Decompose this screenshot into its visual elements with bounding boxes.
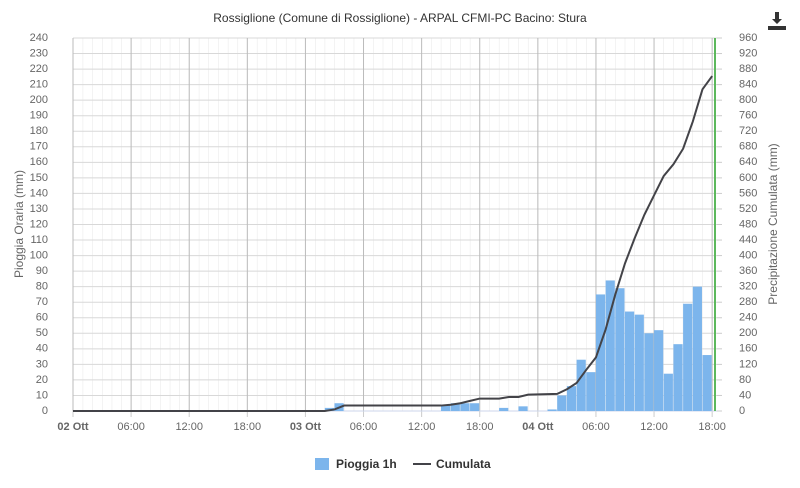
- legend-item: Cumulata: [413, 457, 491, 471]
- y-tick-label: 220: [30, 63, 48, 75]
- y2-tick-label: 440: [739, 234, 757, 246]
- y2-tick-label: 480: [739, 218, 757, 230]
- bar: [441, 404, 451, 411]
- y2-tick-label: 880: [739, 63, 757, 75]
- y2-tick-label: 720: [739, 125, 757, 137]
- x-tick-label: 06:00: [582, 421, 610, 433]
- y2-tick-label: 240: [739, 312, 757, 324]
- bar: [605, 280, 615, 411]
- bar: [702, 355, 712, 411]
- legend-label: Cumulata: [436, 457, 491, 471]
- y-tick-label: 0: [42, 405, 48, 417]
- x-tick-label: 04 Ott: [522, 421, 554, 433]
- legend-label: Pioggia 1h: [336, 457, 397, 471]
- y2-tick-label: 960: [739, 32, 757, 44]
- y2-tick-label: 640: [739, 156, 757, 168]
- y-tick-label: 40: [36, 343, 48, 355]
- bar: [644, 333, 654, 411]
- bar: [692, 286, 702, 411]
- bar: [673, 344, 683, 411]
- y2-tick-label: 840: [739, 79, 757, 91]
- x-tick-label: 12:00: [408, 421, 436, 433]
- bar: [625, 311, 635, 411]
- bar: [566, 386, 577, 411]
- y-tick-label: 50: [36, 327, 48, 339]
- y-tick-label: 180: [30, 125, 48, 137]
- y2-tick-label: 280: [739, 296, 757, 308]
- x-tick-label: 02 Ott: [57, 421, 89, 433]
- x-tick-label: 18:00: [234, 421, 262, 433]
- bar: [683, 303, 693, 411]
- y-tick-label: 80: [36, 281, 48, 293]
- y2-tick-label: 160: [739, 343, 757, 355]
- y2-tick-label: 600: [739, 172, 757, 184]
- x-tick-label: 18:00: [698, 421, 726, 433]
- download-button[interactable]: [766, 10, 788, 32]
- bar: [460, 403, 470, 411]
- x-tick-label: 06:00: [117, 421, 145, 433]
- y-tick-label: 30: [36, 358, 48, 370]
- y-tick-label: 10: [36, 389, 48, 401]
- y-tick-label: 160: [30, 156, 48, 168]
- y2-tick-label: 80: [739, 374, 751, 386]
- y-tick-label: 150: [30, 172, 48, 184]
- y-tick-label: 190: [30, 110, 48, 122]
- chart-title: Rossiglione (Comune di Rossiglione) - AR…: [213, 11, 587, 25]
- y-tick-label: 210: [30, 79, 48, 91]
- x-tick-label: 12:00: [640, 421, 668, 433]
- y2-axis-title: Precipitazione Cumulata (mm): [766, 143, 780, 304]
- y-tick-label: 140: [30, 187, 48, 199]
- y-tick-label: 170: [30, 141, 48, 153]
- y-tick-label: 60: [36, 312, 48, 324]
- y2-tick-label: 920: [739, 47, 757, 59]
- y-tick-label: 130: [30, 203, 48, 215]
- bar: [586, 372, 596, 411]
- bar: [634, 314, 644, 411]
- y2-tick-label: 560: [739, 187, 757, 199]
- y2-tick-label: 120: [739, 358, 757, 370]
- y-tick-label: 200: [30, 94, 48, 106]
- bar: [654, 330, 664, 411]
- y-tick-label: 120: [30, 218, 48, 230]
- y2-tick-label: 400: [739, 249, 757, 261]
- y2-tick-label: 800: [739, 94, 757, 106]
- line: [73, 75, 713, 412]
- bar: [557, 395, 567, 411]
- y2-tick-label: 40: [739, 389, 751, 401]
- bar: [595, 294, 606, 411]
- y2-tick-label: 680: [739, 141, 757, 153]
- y2-tick-label: 760: [739, 110, 757, 122]
- bar: [615, 288, 625, 411]
- bar: [663, 373, 673, 411]
- y-axis-title: Pioggia Oraria (mm): [12, 170, 26, 278]
- y2-tick-label: 320: [739, 281, 757, 293]
- bar: [547, 409, 557, 411]
- y2-tick-label: 200: [739, 327, 757, 339]
- y2-tick-label: 520: [739, 203, 757, 215]
- y-tick-label: 100: [30, 249, 48, 261]
- x-tick-label: 12:00: [175, 421, 203, 433]
- bar: [576, 359, 586, 411]
- bar: [518, 406, 528, 411]
- bar: [470, 403, 480, 411]
- y-tick-label: 240: [30, 32, 48, 44]
- bar: [499, 407, 509, 411]
- bar: [450, 403, 460, 411]
- legend-item: Pioggia 1h: [315, 457, 397, 471]
- y2-tick-label: 0: [739, 405, 745, 417]
- x-tick-label: 06:00: [350, 421, 378, 433]
- y-tick-label: 90: [36, 265, 48, 277]
- y-tick-label: 70: [36, 296, 48, 308]
- legend-swatch: [315, 458, 329, 470]
- x-tick-label: 18:00: [466, 421, 494, 433]
- y-tick-label: 110: [30, 234, 48, 246]
- y2-tick-label: 360: [739, 265, 757, 277]
- y-tick-label: 20: [36, 374, 48, 386]
- x-tick-label: 03 Ott: [290, 421, 322, 433]
- y-tick-label: 230: [30, 47, 48, 59]
